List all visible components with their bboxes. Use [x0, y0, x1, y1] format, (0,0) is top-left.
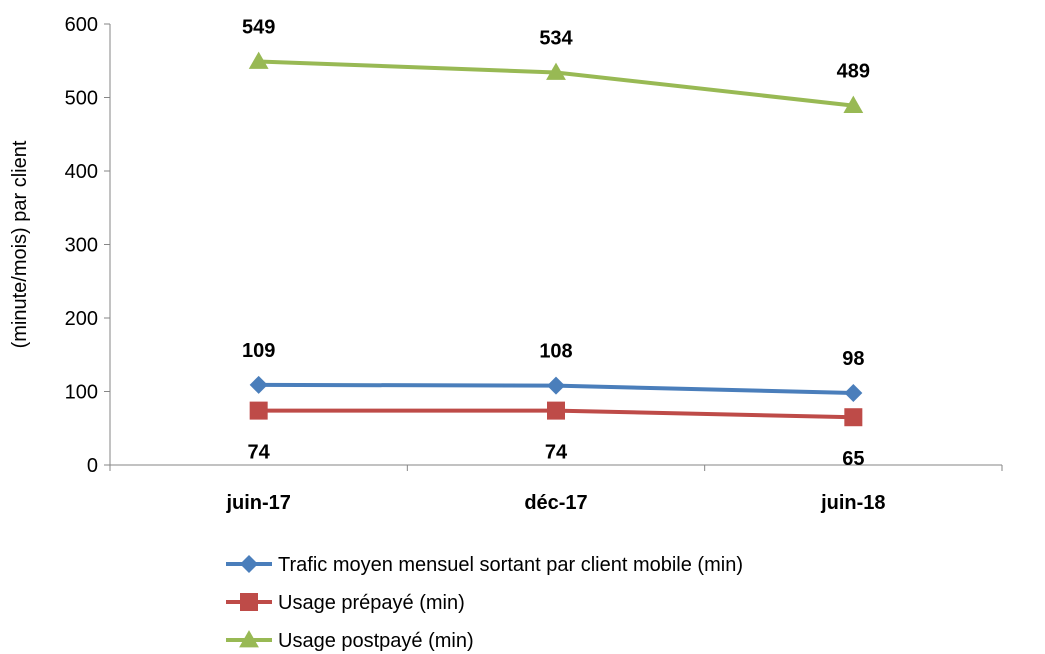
legend-marker [240, 593, 258, 611]
data-label: 74 [545, 442, 568, 464]
legend-label: Usage postpayé (min) [278, 630, 474, 652]
x-tick-label: juin-18 [820, 492, 885, 514]
data-label: 534 [539, 28, 573, 50]
legend-entry: Trafic moyen mensuel sortant par client … [226, 554, 743, 576]
series-2 [248, 51, 864, 114]
data-point [546, 62, 566, 80]
legend-label: Trafic moyen mensuel sortant par client … [278, 554, 743, 576]
data-label: 109 [242, 340, 275, 362]
legend-marker [239, 630, 259, 648]
y-tick-label: 200 [65, 308, 98, 330]
series-1 [249, 401, 863, 427]
y-tick-label: 300 [65, 235, 98, 257]
chart-axes: 0 100 200 300 400 500 600 juin-17 déc-17 juin-18 (… [9, 14, 1003, 514]
data-point [249, 401, 268, 420]
legend-label: Usage prépayé (min) [278, 592, 465, 614]
data-point [547, 401, 565, 420]
data-point [547, 376, 565, 395]
data-point [844, 408, 863, 427]
series-0 [249, 375, 863, 402]
data-label: 74 [248, 442, 271, 464]
y-tick-label: 400 [65, 161, 98, 183]
x-tick-label: déc-17 [524, 492, 587, 514]
data-label: 98 [842, 348, 864, 370]
chart-data-labels: 109 108 98 74 74 65 549 534 489 [242, 16, 870, 470]
y-axis-label: (minute/mois) par client [9, 140, 31, 348]
chart-series [248, 51, 864, 427]
y-tick-label: 100 [65, 382, 98, 404]
legend-entry: Usage prépayé (min) [226, 592, 465, 614]
y-tick-label: 500 [65, 88, 98, 110]
data-point [249, 375, 268, 394]
y-tick-label: 0 [87, 455, 98, 477]
chart-legend: Trafic moyen mensuel sortant par client … [226, 554, 743, 652]
y-tick-label: 600 [65, 14, 98, 36]
data-label: 549 [242, 16, 275, 38]
legend-marker [240, 555, 258, 573]
data-point [248, 51, 269, 69]
data-label: 108 [539, 341, 572, 363]
data-point [844, 383, 863, 402]
data-label: 65 [842, 448, 864, 470]
legend-entry: Usage postpayé (min) [226, 630, 474, 652]
data-point [843, 95, 864, 114]
x-tick-label: juin-17 [225, 492, 290, 514]
data-label: 489 [837, 61, 870, 83]
